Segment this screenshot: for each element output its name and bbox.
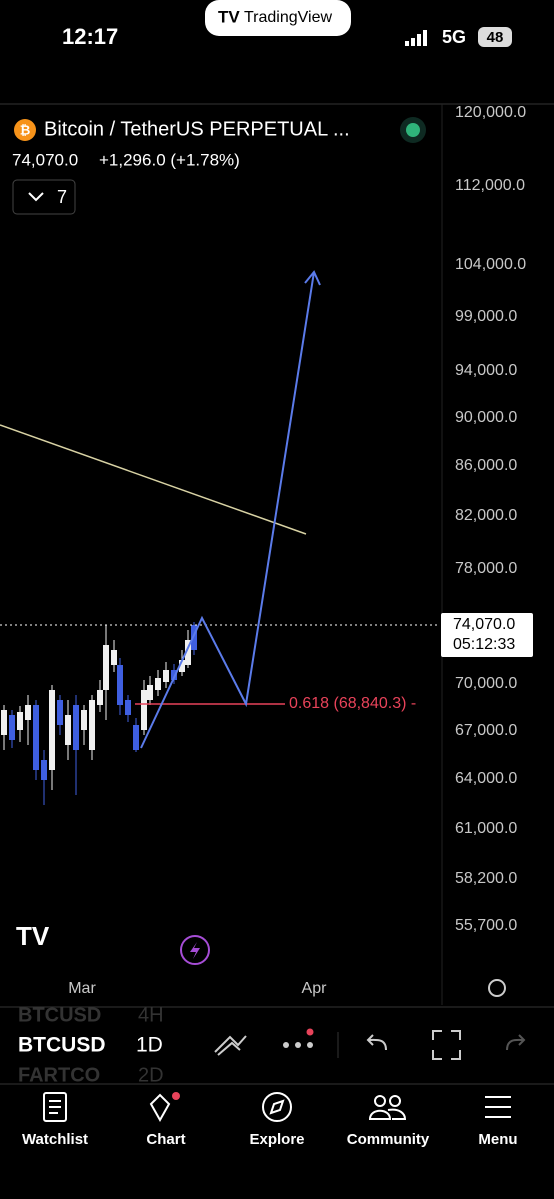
- projection-path: [140, 271, 315, 749]
- price-label: 86,000.0: [455, 457, 517, 474]
- redo[interactable]: [506, 1034, 526, 1051]
- interval-next: 2D: [138, 1064, 164, 1086]
- candle-body: [133, 725, 139, 750]
- candle-body: [147, 685, 153, 700]
- candle-body: [81, 710, 87, 730]
- candle-body: [17, 712, 23, 730]
- price-label: 94,000.0: [455, 362, 517, 379]
- price-label: 112,000.0: [455, 177, 525, 194]
- indicators-toggle[interactable]: [12, 179, 76, 215]
- candle-body: [57, 700, 63, 725]
- candle-body: [25, 705, 31, 720]
- badge: [306, 1028, 314, 1036]
- price-label: 70,000.0: [455, 675, 517, 692]
- interval-prev: 4H: [138, 1004, 164, 1026]
- candle-body: [1, 710, 7, 735]
- price-label: 82,000.0: [455, 507, 517, 524]
- app-logo: TV: [218, 7, 240, 26]
- network: 5G: [442, 27, 466, 47]
- candle-body: [191, 625, 197, 650]
- settings-icon[interactable]: [488, 979, 506, 997]
- candle-body: [103, 645, 109, 690]
- candle-body: [49, 690, 55, 770]
- candle-body: [73, 705, 79, 750]
- header-change: +1,296.0 (+1.78%): [99, 150, 240, 169]
- candle-body: [9, 715, 15, 740]
- trend-line: [0, 424, 307, 535]
- drawing-tools[interactable]: [214, 1035, 247, 1056]
- flash-button[interactable]: [180, 935, 210, 965]
- candle-body: [171, 670, 177, 680]
- time-label: Mar: [68, 980, 96, 997]
- btc-icon: [14, 119, 36, 141]
- fullscreen[interactable]: [432, 1030, 461, 1060]
- undo[interactable]: [366, 1034, 387, 1051]
- chevron: [28, 192, 44, 202]
- last-price-box: [441, 613, 533, 657]
- tab-watchlist[interactable]: Watchlist: [22, 1131, 88, 1148]
- btc-glyph: ₿: [20, 122, 31, 137]
- status-time: 12:17: [62, 24, 118, 49]
- price-label: 61,000.0: [455, 820, 517, 837]
- candle-body: [111, 650, 117, 665]
- price-label: 90,000.0: [455, 409, 517, 426]
- market-status-dot: [406, 123, 420, 137]
- candles: [1, 622, 197, 805]
- tab-menu[interactable]: Menu: [478, 1131, 517, 1148]
- candle-body: [97, 690, 103, 705]
- price-label: 120,000.0: [455, 104, 526, 121]
- price-axis: 120,000.0 112,000.0 104,000.0 99,000.0 94,00…: [455, 104, 526, 934]
- candle-body: [163, 670, 169, 682]
- fib-label: 0.618 (68,840.3) -: [289, 695, 416, 712]
- signal-icon: [405, 30, 427, 46]
- battery: [478, 27, 512, 47]
- candle-body: [65, 715, 71, 745]
- price-label: 55,700.0: [455, 917, 517, 934]
- candle-body: [179, 660, 185, 672]
- chart-badge: [172, 1092, 180, 1100]
- price-label: 58,200.0: [455, 870, 517, 887]
- app-pill[interactable]: [205, 0, 351, 36]
- price-label: 78,000.0: [455, 560, 517, 577]
- tab-community[interactable]: Community: [347, 1131, 430, 1148]
- tab-explore[interactable]: Explore: [249, 1131, 304, 1148]
- price-label: 64,000.0: [455, 770, 517, 787]
- more-button[interactable]: [283, 1042, 313, 1048]
- price-label: 99,000.0: [455, 308, 517, 325]
- price-label: 67,000.0: [455, 722, 517, 739]
- projection-arrow: [304, 270, 321, 286]
- candle-body: [33, 705, 39, 770]
- tv-watermark: TV: [16, 921, 50, 951]
- flash-icon: [190, 942, 200, 959]
- symbol-next: FARTCO: [18, 1064, 100, 1086]
- symbol-name[interactable]: Bitcoin / TetherUS PERPETUAL ...: [44, 118, 350, 140]
- candle-body: [125, 700, 131, 715]
- candle-body: [41, 760, 47, 780]
- battery-level: 48: [487, 29, 504, 46]
- price-label: 104,000.0: [455, 256, 526, 273]
- symbol-prev: BTCUSD: [18, 1004, 101, 1026]
- tab-chart[interactable]: Chart: [146, 1131, 185, 1148]
- candle-body: [141, 690, 147, 730]
- countdown: 05:12:33: [453, 636, 515, 653]
- header-price: 74,070.0: [12, 150, 78, 169]
- candle-body: [185, 640, 191, 665]
- tab-icons: [43, 1092, 511, 1123]
- candle-body: [155, 678, 161, 690]
- last-price: 74,070.0: [453, 616, 515, 633]
- candle-body: [117, 665, 123, 705]
- candle-body: [89, 700, 95, 750]
- time-label: Apr: [302, 980, 328, 997]
- interval[interactable]: 1D: [136, 1034, 163, 1057]
- indicators-count: 7: [57, 187, 67, 207]
- symbol[interactable]: BTCUSD: [18, 1034, 106, 1057]
- app-name: TradingView: [244, 9, 332, 26]
